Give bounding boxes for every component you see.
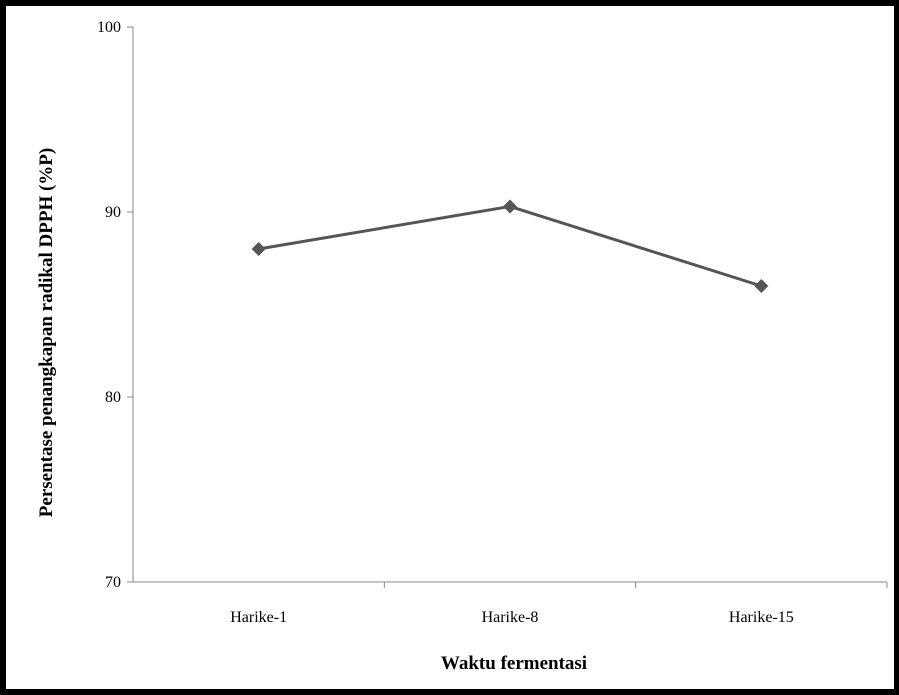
y-tick-label: 80 — [105, 389, 121, 406]
y-tick-label: 100 — [97, 19, 121, 36]
data-point-marker — [251, 242, 266, 256]
data-point-marker — [754, 279, 769, 293]
x-axis-title: Waktu fermentasi — [441, 653, 587, 674]
y-axis-title: Persentase penangkapan radikal DPPH (%P) — [36, 148, 57, 517]
y-ticks: 70 80 90 100 — [97, 19, 133, 591]
data-point-marker — [503, 199, 517, 214]
y-tick-label: 90 — [105, 204, 121, 221]
x-tick-label: Harike-8 — [482, 609, 539, 626]
series-line — [258, 204, 762, 288]
y-tick-label: 70 — [105, 574, 121, 591]
chart-axes — [132, 27, 887, 583]
x-tick-label: Harike-1 — [230, 609, 287, 626]
x-ticks: Harike-1 Harike-8 Harike-15 — [230, 582, 888, 626]
series-layer — [251, 199, 769, 293]
x-tick-label: Harike-15 — [729, 609, 794, 626]
